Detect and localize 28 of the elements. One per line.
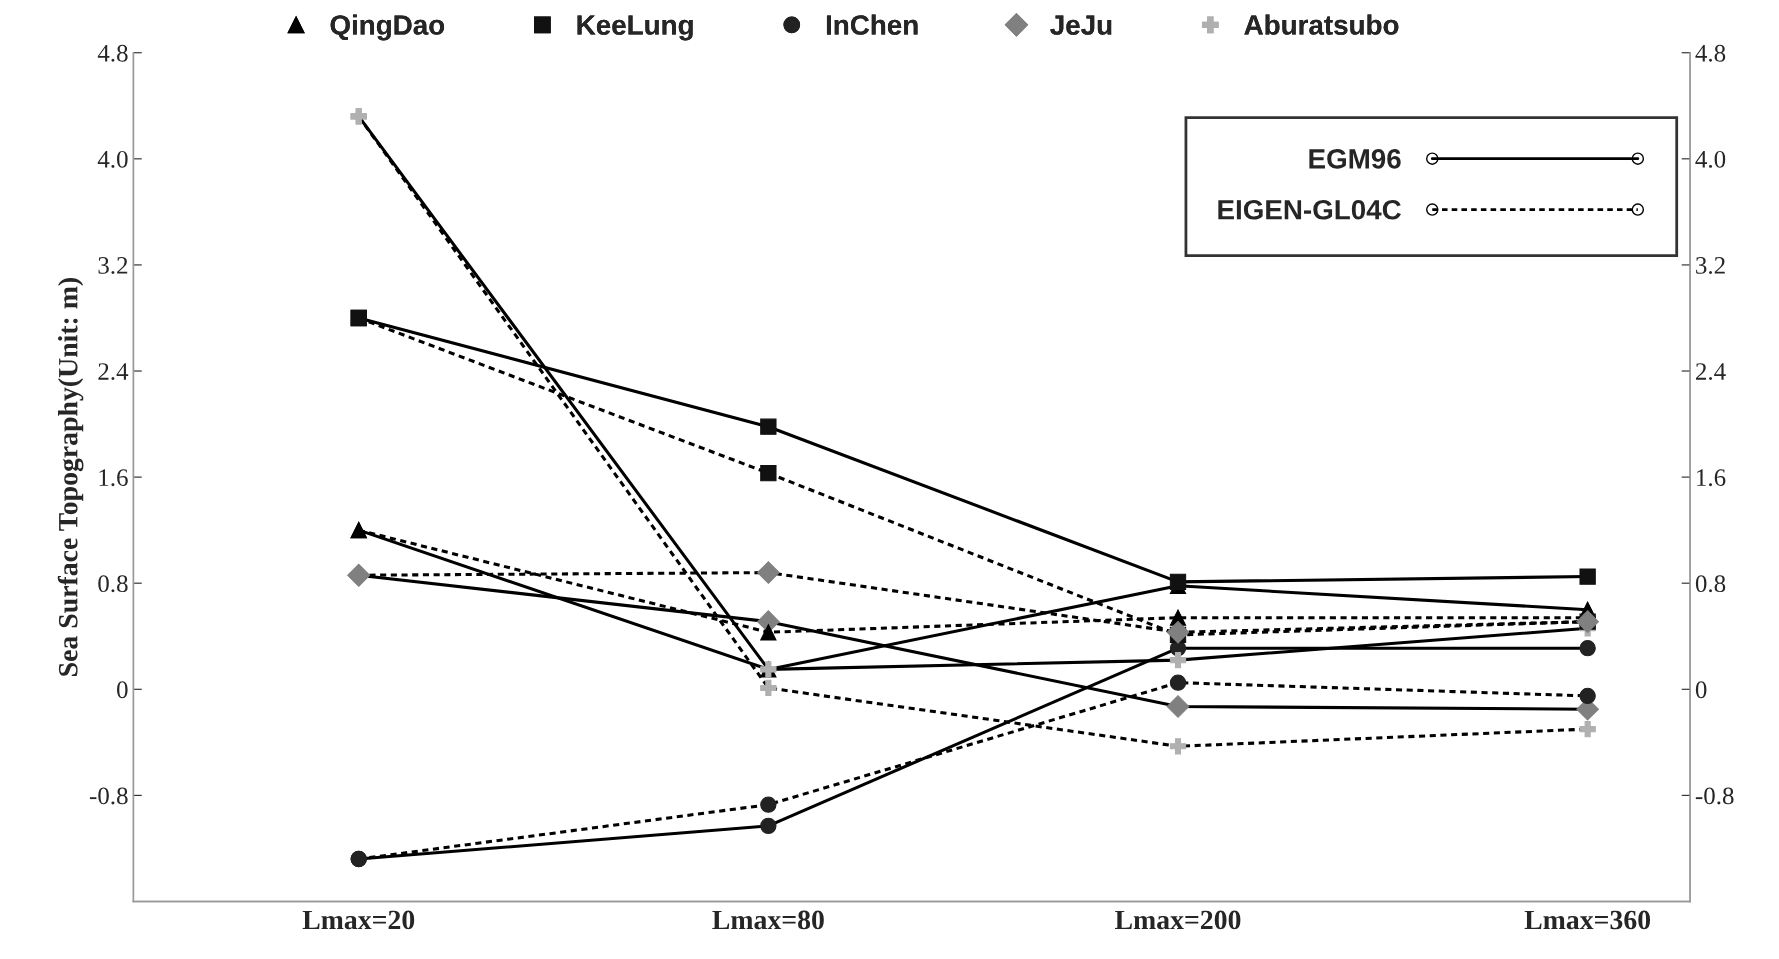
y-axis-title: Sea Surface Topography(Unit: m) bbox=[57, 278, 84, 676]
y-tick-label: 0 bbox=[117, 681, 128, 699]
y-tick-label: 1.6 bbox=[99, 469, 128, 487]
y-tick-label: 3.2 bbox=[98, 257, 128, 274]
y2-tick-label: 0 bbox=[1695, 681, 1707, 699]
legend-label: InChen bbox=[826, 14, 918, 35]
y-tick-label: -0.8 bbox=[89, 787, 128, 805]
x-tick-label: Lmax=360 bbox=[1524, 910, 1651, 930]
y2-tick-label: 3.2 bbox=[1696, 257, 1725, 274]
y2-tick-label: 2.4 bbox=[1696, 363, 1726, 381]
annotation: EIGEN-GL04C bbox=[1218, 199, 1401, 220]
y2-tick-label: 4.8 bbox=[1695, 44, 1726, 62]
legend-label: Aburatsubo bbox=[1244, 14, 1399, 35]
y2-tick-label: 1.6 bbox=[1697, 469, 1726, 487]
y2-tick-label: -0.8 bbox=[1695, 787, 1734, 805]
legend-label: JeJu bbox=[1050, 15, 1112, 35]
x-tick-label: Lmax=200 bbox=[1115, 910, 1241, 930]
y-tick-label: 4.0 bbox=[97, 150, 128, 168]
legend-label: KeeLung bbox=[577, 15, 693, 41]
annotation: EGM96 bbox=[1309, 149, 1401, 169]
x-tick-label: Lmax=80 bbox=[712, 910, 824, 930]
y-tick-label: 0.8 bbox=[98, 575, 128, 593]
x-tick-label: Lmax=20 bbox=[302, 910, 415, 930]
y2-tick-label: 0.8 bbox=[1695, 575, 1726, 593]
y-tick-label: 4.8 bbox=[97, 44, 128, 62]
legend-label: QingDao bbox=[330, 14, 445, 41]
y-tick-label: 2.4 bbox=[98, 363, 129, 381]
y2-tick-label: 4.0 bbox=[1695, 150, 1726, 168]
